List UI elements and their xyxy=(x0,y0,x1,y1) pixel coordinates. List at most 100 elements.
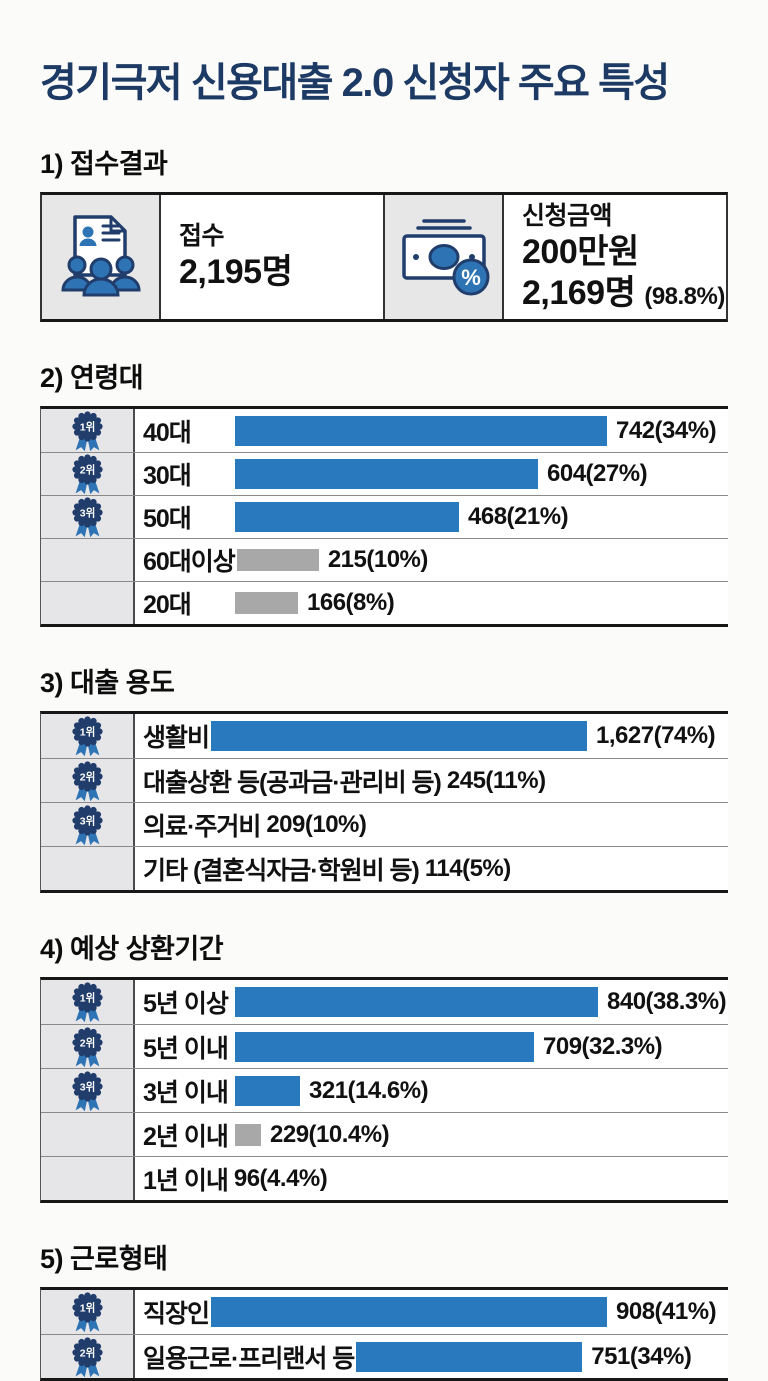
rank-medal-icon: 2위 xyxy=(69,760,106,804)
category-label: 60대이상 xyxy=(143,548,236,576)
amount-label: 신청금액 xyxy=(522,201,613,230)
value-label: 1,627(74%) xyxy=(596,722,716,749)
category-label: 직장인 xyxy=(143,1300,210,1328)
category-label: 대출상환 등(공과금·관리비 등) xyxy=(143,768,442,797)
rank-badge-cell: 3위 xyxy=(41,1069,135,1112)
rank-badge-cell: 2위 xyxy=(41,759,135,802)
rank-badge-cell: 2위 xyxy=(41,1335,135,1378)
bar xyxy=(235,459,538,489)
value-label: 468(21%) xyxy=(468,503,569,530)
rank-badge-cell: 1위 xyxy=(41,980,135,1024)
rank-badge-cell: 3위 xyxy=(41,496,135,538)
table-row: 1년 이내 96(4.4%) xyxy=(41,1156,728,1200)
rank-medal-icon: 3위 xyxy=(69,804,106,848)
rank-badge-cell: 1위 xyxy=(41,714,135,758)
section-heading-age: 2) 연령대 xyxy=(40,363,144,393)
value-label: 321(14.6%) xyxy=(309,1076,429,1104)
rank-medal-icon: 2위 xyxy=(69,1336,106,1380)
table-row: 2위 30대 604(27%) xyxy=(41,452,728,495)
bar xyxy=(235,1123,261,1146)
section-heading-purpose: 3) 대출 용도 xyxy=(40,668,175,698)
table-row: 기타 (결혼식자금·학원비 등) 114(5%) xyxy=(41,846,728,890)
reception-summary-band: 접수 2,195명 % 신청금액 200만원 2,169명 (98.8%) xyxy=(40,192,728,322)
rank-badge-cell: 2위 xyxy=(41,1025,135,1068)
table-row: 60대이상 215(10%) xyxy=(41,538,728,581)
applicants-icon-cell xyxy=(42,195,161,319)
svg-text:3위: 3위 xyxy=(79,1080,95,1093)
category-label: 생활비 xyxy=(143,724,210,752)
svg-text:2위: 2위 xyxy=(79,1036,95,1049)
age-table: 1위 40대 742(34%) 2위 30대 604(27%) 3위 50대 468(… xyxy=(40,406,728,627)
bar xyxy=(211,721,588,751)
table-row: 3위 50대 468(21%) xyxy=(41,495,728,538)
rank-badge-cell xyxy=(41,539,135,581)
page-title: 경기극저 신용대출 2.0 신청자 주요 특성 xyxy=(40,61,670,105)
rank-medal-icon: 1위 xyxy=(69,410,106,454)
rank-medal-icon: 1위 xyxy=(69,715,106,759)
category-label: 기타 (결혼식자금·학원비 등) xyxy=(143,856,420,885)
category-label: 의료·주거비 xyxy=(143,812,261,841)
category-label: 50대 xyxy=(143,505,192,533)
value-label: 215(10%) xyxy=(327,546,429,573)
amount-rate: (98.8%) xyxy=(644,282,725,310)
percent-badge-glyph: % xyxy=(461,265,481,290)
repayment-table: 1위 5년 이상 840(38.3%) 2위 5년 이내 709(32.3%) 3위… xyxy=(40,977,728,1203)
rank-medal-icon: 1위 xyxy=(69,1291,106,1335)
rank-badge-cell xyxy=(41,1157,135,1200)
section-heading-reception: 1) 접수결과 xyxy=(40,149,168,179)
table-row: 3위 3년 이내 321(14.6%) xyxy=(41,1068,728,1112)
value-label: 742(34%) xyxy=(616,416,717,444)
value-label: 114(5%) xyxy=(424,854,511,882)
svg-text:1위: 1위 xyxy=(79,726,95,739)
rank-badge-cell: 1위 xyxy=(41,1290,135,1334)
value-label: 840(38.3%) xyxy=(607,988,727,1015)
value-label: 229(10.4%) xyxy=(270,1120,390,1148)
bar xyxy=(235,1075,300,1106)
rank-medal-icon: 2위 xyxy=(69,1026,106,1070)
table-row: 2년 이내 229(10.4%) xyxy=(41,1112,728,1156)
category-label: 5년 이상 xyxy=(143,990,229,1018)
bar xyxy=(235,502,459,532)
category-label: 3년 이내 xyxy=(143,1078,229,1107)
bar xyxy=(235,415,607,446)
svg-text:1위: 1위 xyxy=(79,1302,95,1315)
svg-text:2위: 2위 xyxy=(79,770,95,783)
category-label: 5년 이내 xyxy=(143,1034,229,1063)
rank-badge-cell xyxy=(41,582,135,624)
applicants-label: 접수 xyxy=(179,221,225,250)
amount-value: 200만원 xyxy=(522,232,639,271)
category-label: 20대 xyxy=(143,591,192,619)
svg-text:2위: 2위 xyxy=(79,464,95,477)
amount-icon-cell: % xyxy=(385,195,504,319)
table-row: 1위 생활비 1,627(74%) xyxy=(41,714,728,758)
applicants-document-icon xyxy=(60,215,141,297)
value-label: 166(8%) xyxy=(307,589,395,616)
amount-card: 신청금액 200만원 2,169명 (98.8%) xyxy=(504,195,726,319)
bar xyxy=(356,1341,583,1372)
rank-badge-cell: 2위 xyxy=(41,453,135,495)
rank-badge-cell xyxy=(41,847,135,890)
rank-badge-cell: 1위 xyxy=(41,409,135,452)
bar xyxy=(235,592,298,614)
table-row: 3위 의료·주거비 209(10%) xyxy=(41,802,728,846)
applicants-value: 2,195명 xyxy=(179,253,293,292)
value-label: 908(41%) xyxy=(616,1298,717,1325)
table-row: 1위 직장인 908(41%) xyxy=(41,1290,728,1334)
rank-medal-icon: 3위 xyxy=(69,496,106,540)
value-label: 604(27%) xyxy=(547,460,648,487)
value-label: 709(32.3%) xyxy=(543,1032,663,1060)
rank-badge-cell xyxy=(41,1113,135,1156)
banknote-percent-icon: % xyxy=(401,219,489,296)
rank-medal-icon: 1위 xyxy=(69,981,106,1025)
table-row: 2위 대출상환 등(공과금·관리비 등) 245(11%) xyxy=(41,758,728,802)
category-label: 30대 xyxy=(143,462,192,490)
amount-count: 2,169명 xyxy=(522,273,636,312)
employment-table: 1위 직장인 908(41%) 2위 일용근로·프리랜서 등 751(34%) xyxy=(40,1287,728,1381)
table-row: 20대 166(8%) xyxy=(41,581,728,624)
rank-medal-icon: 3위 xyxy=(69,1070,106,1114)
svg-text:1위: 1위 xyxy=(79,992,95,1005)
bar xyxy=(235,1031,534,1062)
section-heading-employment: 5) 근로형태 xyxy=(40,1244,168,1274)
bar xyxy=(211,1297,608,1327)
